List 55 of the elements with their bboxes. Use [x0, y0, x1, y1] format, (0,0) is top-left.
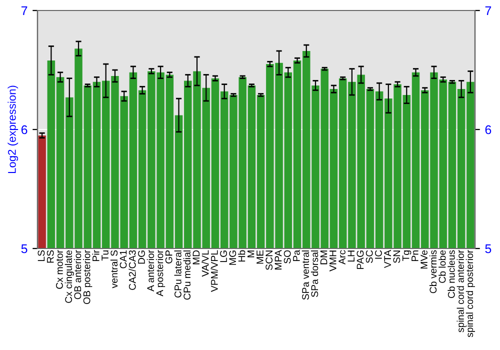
x-tick-label: ventral S: [110, 250, 118, 288]
y-tick-label: 6: [21, 125, 28, 134]
x-tick-label: OB anterior: [74, 250, 82, 300]
x-tick-label: LS: [38, 250, 45, 261]
x-tick-label: Cx cingulate: [64, 250, 74, 303]
x-tick-label: Pn: [412, 250, 418, 261]
x-tick-label: CPu medial: [183, 250, 190, 300]
x-tick-label: MPA: [274, 250, 282, 270]
x-tick-label: spinal cord posterior: [466, 250, 475, 338]
x-tick-label: Cb vermis: [429, 250, 437, 294]
x-tick-label: SCN: [266, 250, 273, 270]
x-tick-label: VMH: [330, 250, 336, 272]
x-tick-label: SPa dorsal: [310, 250, 318, 297]
x-tick-label: Hb: [238, 250, 246, 262]
x-tick-label: Tu: [102, 250, 108, 261]
x-tick-label: Pa: [293, 250, 300, 261]
x-tick-label: spinal cord anterior: [456, 250, 466, 332]
x-tick-label: DM: [320, 250, 328, 264]
x-tick-label: Tg: [402, 250, 412, 262]
x-tick-label: SO: [284, 250, 291, 264]
x-tick-label: VA/VL: [202, 250, 209, 277]
x-tick-label: MVe: [420, 250, 428, 269]
y-tick-label: 7: [21, 6, 28, 16]
x-tick-label: CA2/CA3: [128, 250, 136, 290]
x-tick-label: Pir: [92, 250, 100, 261]
x-tick-label: A anterior: [146, 250, 154, 292]
y2-tick-label: 5: [485, 244, 492, 254]
x-tick-label: A posterior: [156, 250, 166, 296]
x-tick-label: OB posterior: [83, 250, 92, 304]
x-tick-label: SN: [393, 250, 400, 263]
x-tick-label: VPM/VPL: [210, 250, 218, 292]
x-tick-label: CPu lateral: [174, 250, 182, 298]
x-tick-label: LG: [220, 250, 227, 262]
x-tick-label: ME: [256, 250, 264, 264]
x-tick-label: LH: [348, 250, 354, 262]
x-tick-label: SC: [366, 250, 373, 263]
x-tick-label: RS: [46, 250, 54, 263]
x-tick-label: Cb nucleus: [448, 250, 455, 298]
x-tick-label: VTA: [384, 250, 391, 268]
x-tick-label: GP: [165, 250, 172, 264]
x-tick-label: SPa ventral: [302, 250, 309, 300]
x-tick-label: MG: [229, 250, 236, 265]
x-tick-label: Cb lobe: [438, 250, 446, 283]
y-tick-label: 5: [21, 244, 28, 254]
x-tick-label: PAG: [356, 250, 364, 269]
x-tick-label: MD: [192, 250, 200, 264]
x-tick-label: M: [248, 250, 254, 258]
x-tick-label: IC: [375, 250, 382, 259]
x-tick-label: Cx motor: [56, 250, 63, 289]
x-tick-label: DG: [138, 250, 145, 264]
y2-tick-label: 7: [485, 6, 492, 16]
y-axis-title: Log2 (expression): [8, 86, 18, 174]
x-tick-label: Arc: [338, 250, 346, 264]
y2-tick-label: 6: [485, 125, 492, 134]
x-tick-label: CA1: [120, 250, 127, 268]
